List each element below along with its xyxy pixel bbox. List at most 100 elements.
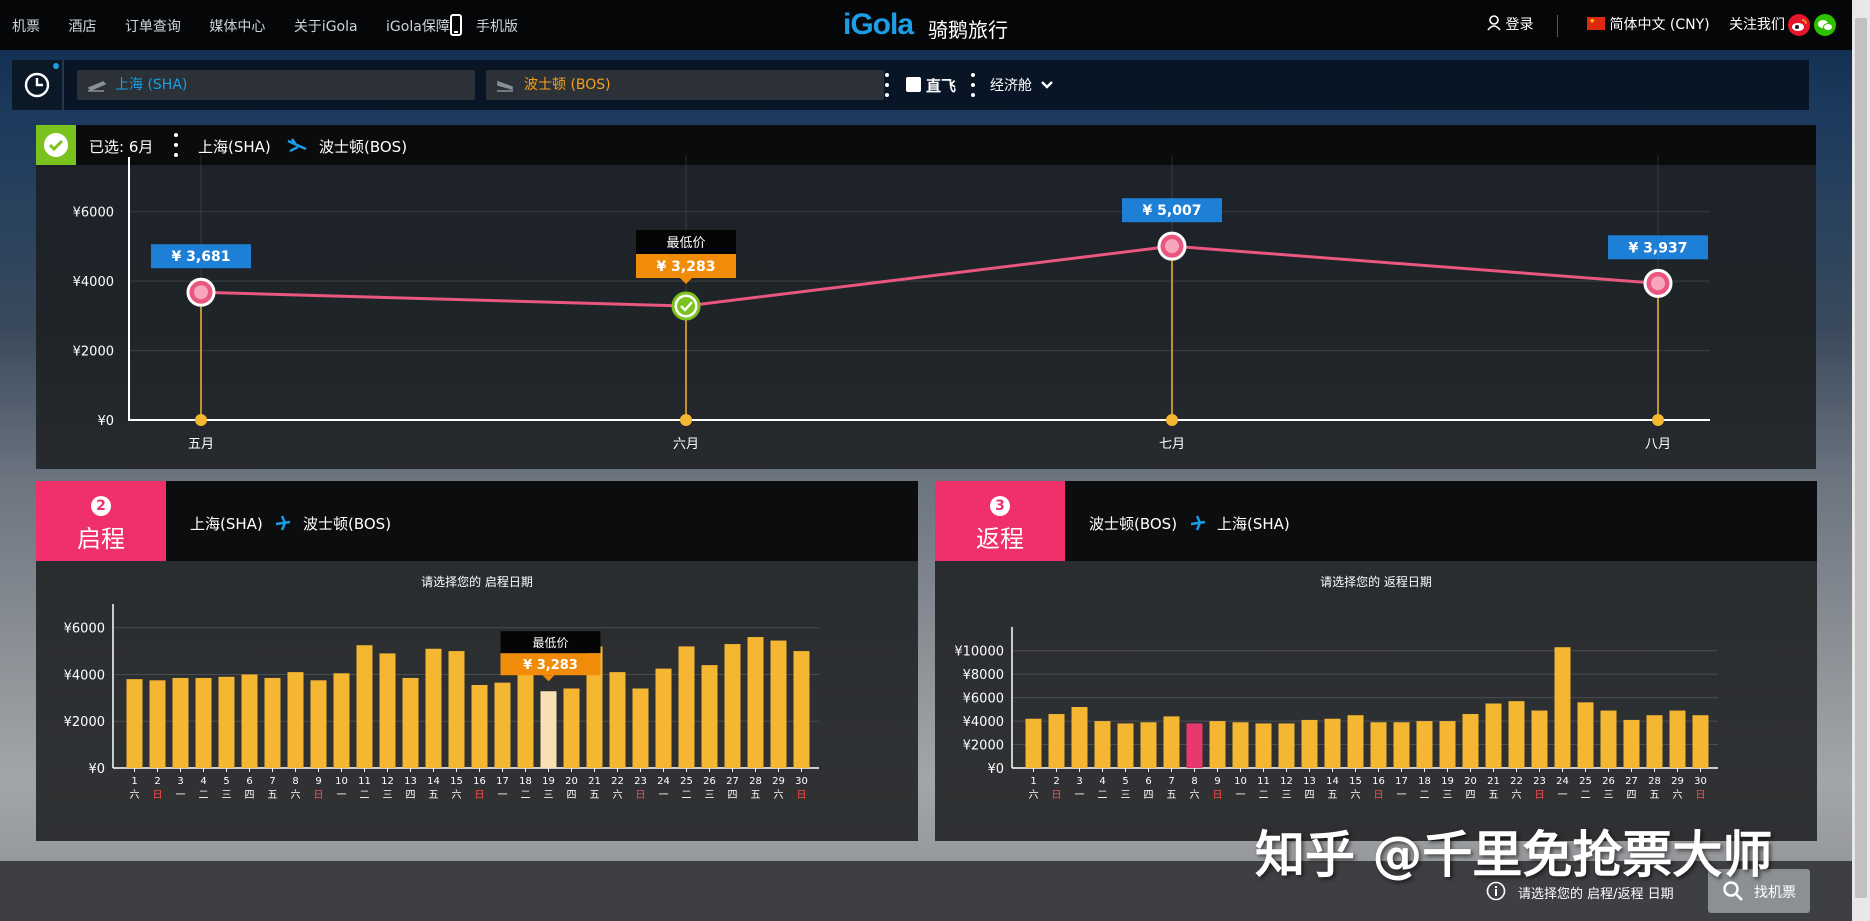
step-number: 2: [91, 496, 111, 516]
y-tick-label: ¥6000: [963, 692, 1004, 707]
search-bar: 上海 (SHA) 波士顿 (BOS) 直飞 经济舱: [12, 60, 1809, 110]
direct-checkbox[interactable]: [906, 77, 921, 92]
clock-button[interactable]: [12, 60, 64, 110]
y-tick-label: ¥2000: [963, 739, 1004, 754]
weekday-label: 日: [1535, 790, 1545, 801]
login-link[interactable]: 登录: [1487, 14, 1533, 34]
weekday-label: 日: [475, 790, 485, 801]
weibo-icon[interactable]: [1788, 14, 1810, 36]
weekday-label: 六: [291, 789, 301, 801]
bar: [793, 651, 810, 768]
day-label: 23: [634, 776, 647, 787]
destination-field[interactable]: 波士顿 (BOS): [486, 70, 884, 100]
day-label: 6: [1145, 776, 1151, 787]
data-point-inner: [677, 297, 695, 316]
nav-item-about[interactable]: 关于iGola: [293, 19, 358, 35]
cabin-label: 经济舱: [990, 78, 1032, 94]
bar: [333, 673, 350, 768]
day-label: 17: [496, 776, 509, 787]
bar: [172, 677, 189, 768]
logo[interactable]: iGola: [843, 8, 914, 41]
price-label-arrow: [542, 675, 555, 682]
day-label: 22: [1510, 776, 1523, 787]
bar: [632, 688, 649, 768]
day-label: 13: [404, 776, 417, 787]
wechat-icon[interactable]: [1814, 14, 1836, 36]
user-icon: [1487, 15, 1501, 31]
weekday-label: 四: [1466, 790, 1476, 801]
weekday-label: 六: [613, 789, 623, 801]
bar: [1623, 719, 1640, 768]
plane-landing-icon: [497, 80, 513, 92]
nav-item-media[interactable]: 媒体中心: [209, 19, 266, 35]
day-label: 20: [565, 776, 578, 787]
weekday-label: 四: [406, 790, 416, 801]
day-label: 28: [749, 776, 762, 787]
weekday-label: 一: [498, 790, 508, 801]
day-label: 12: [381, 776, 394, 787]
weekday-label: 四: [245, 790, 255, 801]
weekday-label: 三: [1282, 790, 1292, 801]
weekday-label: 一: [1558, 790, 1568, 801]
price-label-arrow: [680, 278, 692, 285]
outbound-bar-chart: ¥0 ¥2000 ¥4000 ¥6000 1 六 2 日 3 一 4 二 5 三 6 四 7 五 8 六 9 日 10 一 11…: [64, 604, 819, 801]
day-label: 3: [1076, 776, 1082, 787]
bar: [586, 646, 603, 768]
day-label: 29: [772, 776, 785, 787]
bar: [1140, 722, 1157, 768]
bar: [1232, 722, 1249, 768]
weekday-label: 二: [360, 790, 370, 801]
bar: [1370, 722, 1387, 768]
month-chart-panel: 已选: 6月 上海(SHA) 波士顿(BOS) ¥0 ¥2000 ¥4000 ¥600…: [36, 125, 1816, 469]
weekday-label: 四: [1627, 790, 1637, 801]
price-line: [200, 244, 1659, 308]
check-icon: [680, 301, 693, 312]
weekday-label: 一: [659, 790, 669, 801]
day-label: 14: [1326, 776, 1339, 787]
weekday-label: 日: [797, 790, 807, 801]
day-label: 19: [542, 776, 555, 787]
bar: [1071, 707, 1088, 768]
y-tick-label: ¥0: [88, 762, 105, 777]
scrollbar-thumb[interactable]: [1855, 18, 1867, 898]
bar: [701, 665, 718, 768]
price-label-bg: [151, 244, 251, 269]
nav-item-orders[interactable]: 订单查询: [124, 19, 181, 35]
nav-item-hotels[interactable]: 酒店: [68, 19, 97, 35]
day-label: 18: [1418, 776, 1431, 787]
outbound-header: [36, 481, 918, 561]
weekday-label: 六: [1029, 789, 1039, 801]
day-label: 27: [1625, 776, 1638, 787]
weekday-label: 日: [1052, 790, 1062, 801]
weekday-label: 日: [636, 790, 646, 801]
find-flights-label: 找机票: [1754, 885, 1796, 901]
cabin-select[interactable]: 经济舱: [990, 75, 1054, 95]
day-label: 4: [1099, 776, 1105, 787]
nav-item-guarantee[interactable]: iGola保障: [386, 19, 450, 35]
step-number: 3: [990, 496, 1010, 516]
more-dots-icon[interactable]: [884, 72, 890, 98]
weekday-label: 五: [1328, 790, 1338, 801]
weekday-label: 一: [1397, 790, 1407, 801]
day-label: 8: [1191, 776, 1197, 787]
bar: [1439, 721, 1456, 768]
y-tick-label: ¥0: [97, 414, 114, 429]
more-dots-icon[interactable]: [970, 72, 976, 98]
outbound-to: 波士顿(BOS): [303, 515, 392, 533]
language-select[interactable]: ★ 简体中文 (CNY): [1587, 14, 1710, 34]
weekday-label: 六: [452, 789, 462, 801]
day-label: 13: [1303, 776, 1316, 787]
origin-field[interactable]: 上海 (SHA): [77, 70, 475, 100]
nav-item-flights[interactable]: 机票: [12, 19, 40, 35]
bar: [1508, 701, 1525, 768]
find-flights-button[interactable]: 找机票: [1708, 869, 1810, 913]
bar: [609, 672, 626, 768]
mobile-link[interactable]: 手机版: [450, 0, 518, 50]
price-label-bg: [636, 254, 736, 279]
month-line-chart: ¥0 ¥2000 ¥4000 ¥6000 五月 六月 七月 八月 ¥ 3,681 最低价 ¥ 3,2…: [73, 155, 1710, 452]
weekday-label: 五: [590, 790, 600, 801]
return-to: 上海(SHA): [1217, 515, 1290, 533]
weekday-label: 三: [1443, 790, 1453, 801]
weekday-label: 四: [1305, 790, 1315, 801]
mobile-label: 手机版: [476, 19, 518, 35]
